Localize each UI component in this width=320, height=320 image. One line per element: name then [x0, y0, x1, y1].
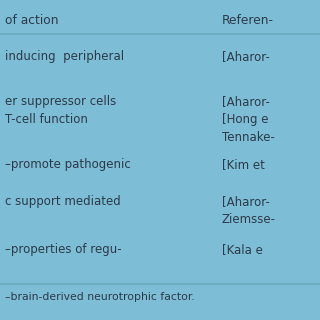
Text: –brain-derived neurotrophic factor.: –brain-derived neurotrophic factor.: [5, 292, 195, 302]
Text: [Aharor-
[Hong e
Tennake-: [Aharor- [Hong e Tennake-: [222, 95, 275, 144]
Text: –promote pathogenic: –promote pathogenic: [5, 158, 131, 171]
Text: [Kim et: [Kim et: [222, 158, 265, 171]
Text: [Aharor-
Ziemsse-: [Aharor- Ziemsse-: [222, 195, 276, 226]
Text: –properties of regu-: –properties of regu-: [5, 243, 122, 256]
Text: [Kala e: [Kala e: [222, 243, 263, 256]
Text: er suppressor cells
T-cell function: er suppressor cells T-cell function: [5, 95, 116, 126]
Text: Referen-: Referen-: [222, 14, 274, 27]
Text: inducing  peripheral: inducing peripheral: [5, 50, 124, 63]
Text: [Aharor-: [Aharor-: [222, 50, 270, 63]
Text: c support mediated: c support mediated: [5, 195, 121, 208]
Text: of action: of action: [5, 14, 59, 27]
